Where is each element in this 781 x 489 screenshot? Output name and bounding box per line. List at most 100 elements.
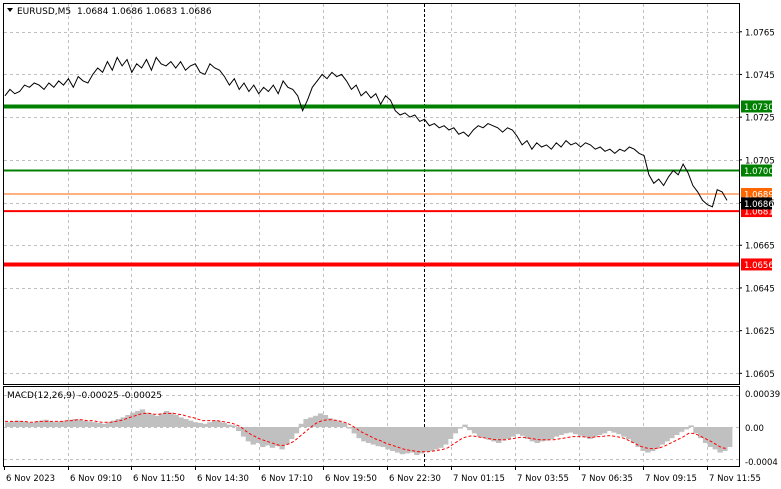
macd-bar [433, 427, 439, 450]
macd-bar [366, 427, 372, 443]
macd-bar [96, 423, 102, 427]
macd-bar [717, 427, 723, 453]
macd-indicator [5, 409, 733, 455]
macd-bar [399, 427, 406, 455]
macd-bar [698, 427, 704, 439]
macd-bar [683, 427, 690, 430]
time-label: 6 Nov 19:50 [325, 474, 377, 484]
macd-bar [409, 427, 415, 453]
macd-bar [106, 422, 112, 427]
macd-bar [462, 424, 468, 427]
macd-bar [183, 419, 189, 427]
macd-bar [130, 412, 136, 427]
macd-bar [428, 427, 434, 451]
macd-bar [135, 411, 141, 427]
time-label: 7 Nov 01:15 [453, 474, 505, 484]
level-tag-support-2: 1.0656 [741, 258, 774, 271]
price-label: 1.0705 [745, 156, 775, 166]
macd-bar [611, 427, 617, 433]
time-label: 6 Nov 22:30 [389, 474, 441, 484]
macd-bar [390, 427, 396, 451]
macd-bar [534, 427, 540, 443]
macd-bar [173, 415, 179, 427]
macd-bar [361, 427, 367, 442]
macd-bar [110, 420, 117, 427]
macd-bar [351, 427, 357, 434]
macd-bar [496, 427, 502, 443]
macd-bar [577, 427, 584, 436]
level-tag-text: 1.0730 [744, 103, 774, 113]
macd-bar [327, 418, 333, 427]
macd-bar [563, 427, 569, 434]
price-label: 1.0725 [745, 114, 775, 124]
price-label: 1.0745 [745, 71, 775, 81]
macd-bar [601, 427, 608, 434]
macd-bar [192, 422, 199, 427]
macd-bar [467, 427, 473, 431]
macd-bar [337, 421, 343, 427]
level-tag-resistance-2: 1.0700 [741, 164, 774, 177]
macd-bar [669, 427, 675, 439]
macd-signal-line [5, 412, 728, 453]
macd-bar [481, 427, 487, 439]
macd-bar [621, 427, 627, 437]
macd-bar [707, 427, 714, 447]
macd-bar [423, 427, 430, 452]
level-lines[interactable] [4, 104, 739, 267]
level-tag-text: 1.0700 [744, 167, 774, 177]
macd-bar [149, 414, 155, 427]
macd-bar [187, 420, 194, 427]
macd-bar [101, 423, 107, 427]
macd-bar [414, 427, 420, 455]
macd-bar [678, 427, 685, 432]
macd-bar [664, 427, 670, 442]
macd-bar [573, 427, 579, 435]
macd-bar [289, 427, 295, 439]
macd-bar [491, 427, 497, 442]
current-price-tag: 1.0686 [741, 197, 774, 210]
macd-bar [356, 427, 362, 439]
macd-bar [592, 427, 598, 437]
macd-bar [582, 427, 588, 438]
macd-bar [317, 413, 324, 427]
price-label: 1.0625 [745, 327, 775, 337]
time-axis[interactable]: 6 Nov 2023 6 Nov 09:10 6 Nov 11:50 6 Nov 14… [4, 466, 761, 484]
macd-bar [77, 419, 83, 427]
macd-bar [476, 427, 483, 437]
time-label: 7 Nov 03:55 [517, 474, 569, 484]
macd-bar [202, 423, 208, 427]
macd-bar [520, 427, 526, 436]
macd-bar [553, 427, 560, 437]
macd-bar [250, 427, 256, 445]
time-label: 6 Nov 17:10 [261, 474, 313, 484]
macd-bar [712, 427, 718, 450]
macd-bar [452, 427, 458, 434]
macd-bar [303, 419, 309, 427]
macd-bar [332, 419, 338, 427]
macd-bar [394, 427, 401, 453]
macd-bar [62, 420, 69, 427]
macd-bar [693, 427, 699, 434]
macd-bar [53, 422, 59, 427]
macd-bar [505, 427, 511, 439]
macd-bar [284, 427, 290, 445]
macd-bar [5, 422, 11, 427]
macd-bar [650, 427, 656, 451]
macd-bar [240, 427, 247, 437]
macd-bar [72, 419, 78, 427]
triangle-down-icon[interactable] [7, 8, 13, 12]
macd-bar [654, 427, 661, 449]
macd-bar [274, 427, 280, 447]
macd-bar [24, 422, 30, 427]
macd-bar [385, 427, 391, 450]
macd-bar [226, 424, 232, 427]
macd-bar [722, 427, 728, 451]
macd-bar [606, 427, 613, 431]
macd-bar [308, 417, 314, 427]
macd-bar [216, 421, 223, 427]
macd-bar [144, 412, 150, 427]
macd-bar [231, 425, 237, 427]
macd-bar [548, 427, 555, 439]
macd-bar [168, 412, 175, 427]
